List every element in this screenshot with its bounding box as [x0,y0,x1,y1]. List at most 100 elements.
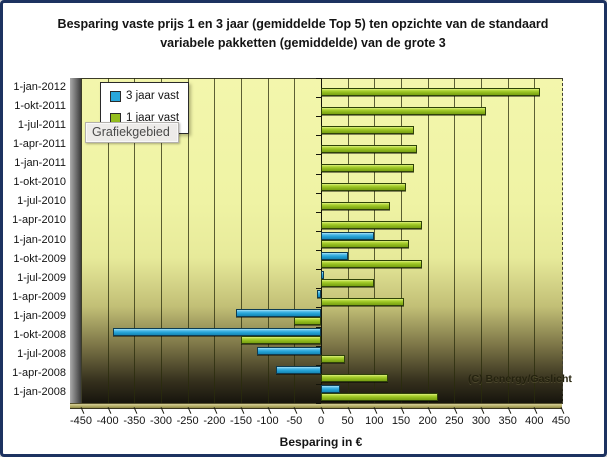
x-axis-tick-label: -250 [176,415,199,427]
bar-1-jaar-vast-1-okt-2011[interactable] [321,106,487,115]
bar-1-jaar-vast-1-jan-2012[interactable] [321,87,540,96]
bar-1-jaar-vast-1-apr-2009[interactable] [321,297,404,306]
plot-left-wall-3d [70,78,81,407]
x-axis-tick-label: 200 [418,415,437,427]
category-axis-tick [316,288,321,290]
x-axis-tick-label: -300 [149,415,173,427]
x-axis-tick-label: -100 [256,415,279,427]
gridline [241,78,242,403]
bar-3-jaar-vast-1-jan-2010[interactable] [321,232,375,241]
gridline [161,78,162,403]
x-axis-tick-label: 250 [445,415,464,427]
category-axis-tick [316,154,321,156]
x-axis-tick-label: 100 [365,415,384,427]
y-axis-category-label: 1-jan-2010 [13,233,66,246]
gridline [427,78,429,403]
chart-area-tooltip: Grafiekgebied [85,122,179,143]
x-axis-tick-label: -450 [69,415,93,427]
x-axis-tick-label: -400 [96,415,119,427]
bar-3-jaar-vast-1-okt-2008[interactable] [113,328,321,337]
category-axis-tick [316,230,321,232]
gridline [267,78,269,403]
category-axis-tick [316,78,321,79]
bar-1-jaar-vast-1-jul-2010[interactable] [321,202,391,211]
bar-1-jaar-vast-1-jan-2008[interactable] [321,393,439,402]
category-axis-tick [316,250,321,252]
bar-1-jaar-vast-1-jul-2011[interactable] [321,125,415,134]
gridline [187,78,189,403]
bar-1-jaar-vast-1-apr-2011[interactable] [321,144,417,153]
category-axis-tick [316,345,321,347]
y-axis-category-label: 1-okt-2009 [13,252,66,265]
bar-1-jaar-vast-1-jan-2010[interactable] [321,240,409,249]
bar-1-jaar-vast-1-apr-2010[interactable] [321,221,423,230]
category-axis-tick [316,269,321,271]
bar-3-jaar-vast-1-jul-2008[interactable] [257,347,321,356]
gridline [134,78,136,403]
y-axis-category-label: 1-okt-2011 [14,99,66,112]
bar-3-jaar-vast-1-jul-2009[interactable] [321,270,324,279]
bar-1-jaar-vast-1-okt-2010[interactable] [321,183,407,192]
x-axis-tick-label: 0 [317,415,325,427]
legend-item-3-jaar-vast[interactable]: 3 jaar vast [110,90,179,102]
y-axis-category-label: 1-jan-2011 [14,157,66,170]
copyright-text: (C) Benergy/Gaslicht [468,373,572,385]
y-axis-category-label: 1-apr-2008 [12,367,66,380]
bar-1-jaar-vast-1-jul-2008[interactable] [321,355,345,364]
x-axis-tick-label: -200 [203,415,226,427]
x-axis-tick-label: 400 [525,415,544,427]
x-axis-tick-label: 350 [498,415,517,427]
x-axis-tick-label: -350 [123,415,146,427]
bar-3-jaar-vast-1-jan-2008[interactable] [321,385,340,394]
y-axis-category-label: 1-jan-2009 [13,309,66,322]
bar-1-jaar-vast-1-jan-2011[interactable] [321,163,415,172]
chart-title: Besparing vaste prijs 1 en 3 jaar (gemid… [57,17,549,50]
x-axis-tick-label: 450 [551,415,571,427]
y-axis-category-label: 1-jul-2009 [17,271,66,284]
x-axis-tick-label: -150 [229,415,253,427]
bar-3-jaar-vast-1-jan-2009[interactable] [235,308,321,317]
y-axis-category-label: 1-okt-2010 [13,176,66,189]
bar-3-jaar-vast-1-apr-2009[interactable] [316,289,321,298]
y-axis-category-label: 1-jan-2012 [13,80,66,93]
y-axis-category-label: 1-jan-2008 [13,386,66,399]
category-axis-tick [316,364,321,366]
category-axis-tick [316,173,321,175]
bar-3-jaar-vast-1-apr-2008[interactable] [275,366,321,375]
legend-key-icon [110,90,121,102]
y-axis-category-label: 1-jul-2008 [17,348,66,361]
x-axis-tick-label: 150 [391,415,411,427]
category-axis-tick [316,211,321,213]
x-axis-tick [560,407,565,414]
category-axis-tick [316,307,321,309]
legend-label: 1 jaar vast [126,112,180,124]
x-axis-title: Besparing in € [279,435,363,449]
gridline [294,78,296,403]
y-axis-category-label: 1-jul-2011 [17,118,66,131]
category-axis-tick [316,116,321,118]
bar-3-jaar-vast-1-okt-2009[interactable] [321,251,348,260]
y-axis-category-label: 1-okt-2008 [13,329,66,342]
y-axis-category-label: 1-apr-2009 [12,290,66,303]
x-axis-tick-label: 50 [341,415,354,427]
category-axis-tick [316,383,321,385]
category-axis-tick [316,135,321,137]
category-axis-tick [316,326,321,328]
y-axis-category-label: 1-apr-2011 [13,137,66,150]
bar-1-jaar-vast-1-apr-2008[interactable] [321,374,388,383]
y-axis-category-label: 1-jul-2010 [17,195,66,208]
category-axis-tick [316,192,321,194]
bar-1-jaar-vast-1-okt-2009[interactable] [321,259,423,268]
gridline [214,78,216,403]
bar-1-jaar-vast-1-jul-2009[interactable] [321,278,375,287]
x-axis-tick-label: 300 [471,415,491,427]
gridline [454,78,456,403]
gridline [507,78,509,403]
y-axis-category-label: 1-apr-2010 [12,214,66,227]
bar-1-jaar-vast-1-okt-2008[interactable] [241,336,321,345]
gridline [107,78,109,403]
gridline [534,78,536,403]
bar-1-jaar-vast-1-jan-2009[interactable] [294,316,321,325]
category-axis-tick [316,97,321,99]
